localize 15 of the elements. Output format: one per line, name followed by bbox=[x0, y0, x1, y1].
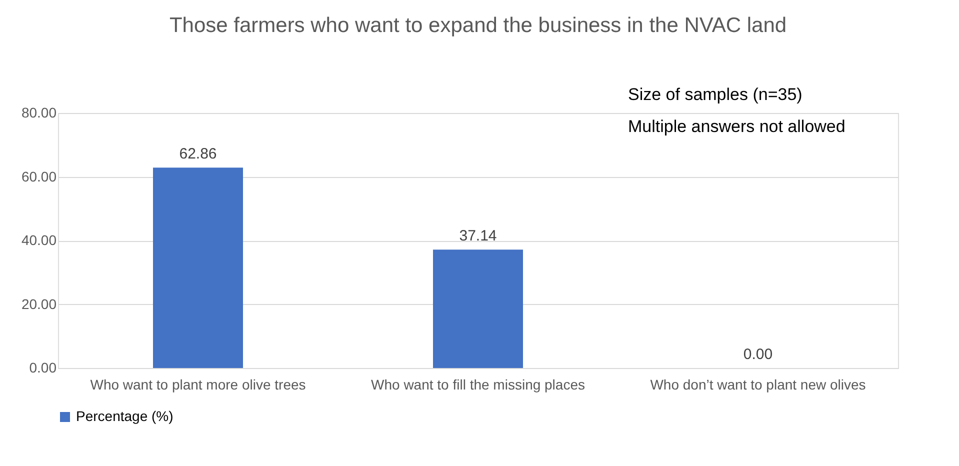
annotation: Multiple answers not allowed bbox=[628, 117, 846, 136]
chart-title: Those farmers who want to expand the business in the NVAC land bbox=[169, 14, 787, 37]
text: Size of samples (n=35) bbox=[628, 85, 802, 104]
legend-label: Percentage (%) bbox=[76, 408, 174, 424]
data-label: 37.14 bbox=[459, 228, 497, 245]
y-tick-label: 80.00 bbox=[21, 104, 57, 120]
data-label: 0.00 bbox=[743, 346, 773, 363]
data-label: 62.86 bbox=[179, 146, 217, 163]
y-tick-label: 40.00 bbox=[21, 232, 57, 248]
x-tick-label: Who don’t want to plant new olives bbox=[650, 376, 866, 392]
x-tick-label: Who want to plant more olive trees bbox=[90, 376, 306, 392]
x-tick-label: Who want to fill the missing places bbox=[371, 376, 585, 392]
y-tick-label: 20.00 bbox=[21, 296, 57, 312]
y-tick-label: 0.00 bbox=[29, 360, 57, 376]
y-tick-label: 60.00 bbox=[21, 168, 57, 184]
